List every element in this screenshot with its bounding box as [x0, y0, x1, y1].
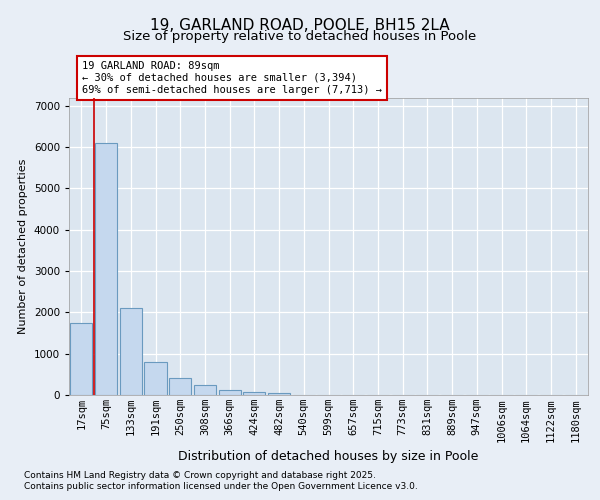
Bar: [268, 393, 290, 395]
Bar: [145, 362, 167, 395]
Y-axis label: Number of detached properties: Number of detached properties: [18, 158, 28, 334]
Text: Contains HM Land Registry data © Crown copyright and database right 2025.: Contains HM Land Registry data © Crown c…: [24, 471, 376, 480]
Bar: [119, 308, 142, 395]
Text: 19 GARLAND ROAD: 89sqm
← 30% of detached houses are smaller (3,394)
69% of semi-: 19 GARLAND ROAD: 89sqm ← 30% of detached…: [82, 62, 382, 94]
Bar: [95, 143, 117, 395]
Text: 19, GARLAND ROAD, POOLE, BH15 2LA: 19, GARLAND ROAD, POOLE, BH15 2LA: [150, 18, 450, 32]
Bar: [194, 385, 216, 395]
Bar: [169, 378, 191, 395]
Text: Contains public sector information licensed under the Open Government Licence v3: Contains public sector information licen…: [24, 482, 418, 491]
Bar: [218, 390, 241, 395]
Bar: [70, 322, 92, 395]
Text: Size of property relative to detached houses in Poole: Size of property relative to detached ho…: [124, 30, 476, 43]
X-axis label: Distribution of detached houses by size in Poole: Distribution of detached houses by size …: [178, 450, 479, 463]
Bar: [243, 392, 265, 395]
